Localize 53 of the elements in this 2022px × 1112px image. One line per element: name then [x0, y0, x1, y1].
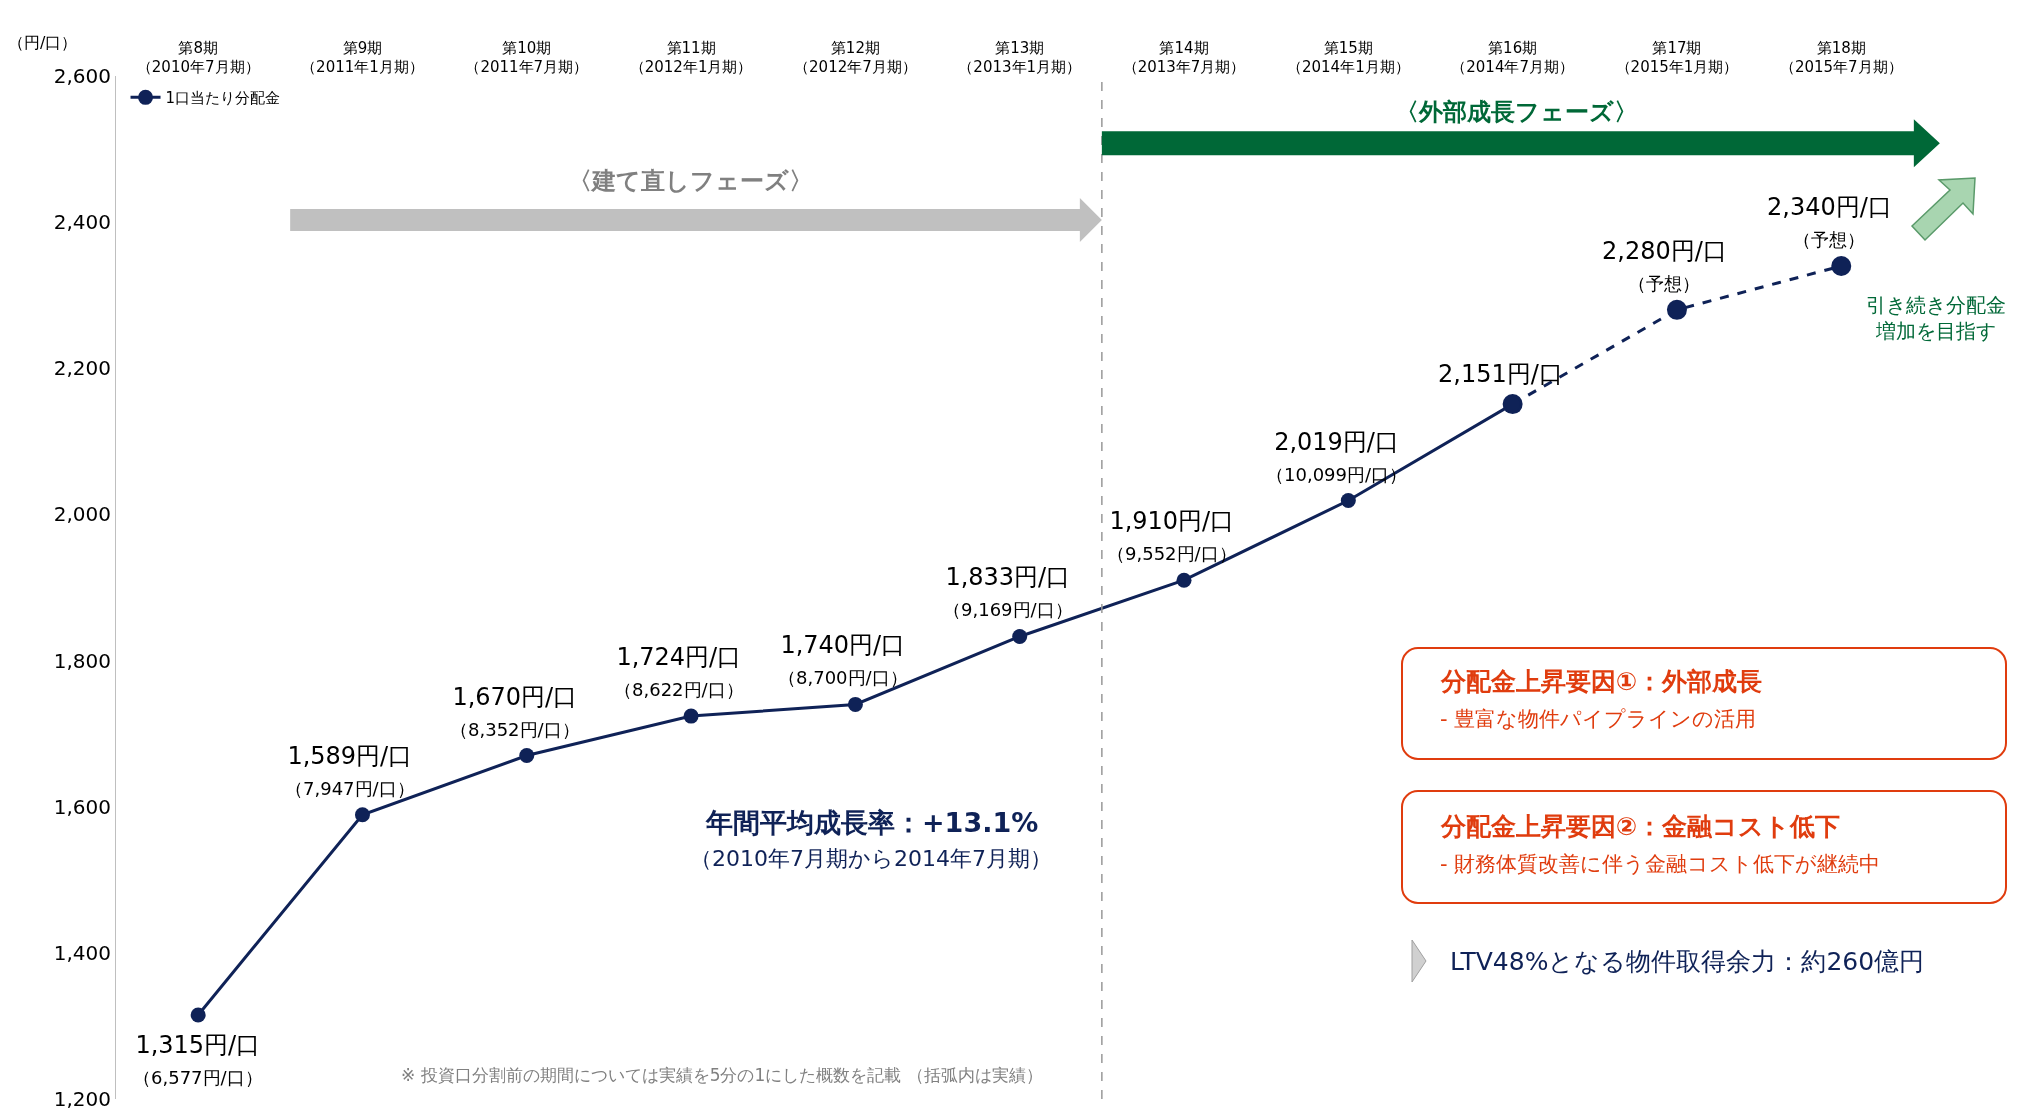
data-label: 1,740円/口（8,700円/口）: [778, 631, 908, 689]
data-label: 1,910円/口（9,552円/口）: [1107, 507, 1237, 565]
y-tick-label: 1,600: [53, 794, 111, 819]
point: [683, 708, 699, 724]
x-tick-label: 第16期（2014年7月期）: [1451, 38, 1574, 76]
point: [1340, 493, 1356, 509]
annotation: 分配金上昇要因①：外部成長: [1440, 667, 1763, 696]
data-label: 1,670円/口（8,352円/口）: [450, 683, 580, 741]
x-tick-label: 第11期（2012年1月期）: [629, 38, 753, 76]
x-tick-label: 第9期（2011年1月期）: [301, 38, 424, 76]
point: [1666, 299, 1687, 320]
x-tick-label: 第14期（2013年7月期）: [1122, 38, 1246, 76]
y-tick-label: 1,200: [53, 1087, 111, 1111]
data-label: 2,151円/口: [1438, 360, 1563, 388]
y-tick-label: 2,400: [53, 210, 111, 235]
data-label: 1,315円/口（6,577円/口）: [133, 1031, 263, 1089]
x-tick-label: 第15期（2014年1月期）: [1286, 38, 1410, 76]
data-label: 2,280円/口（予想）: [1602, 237, 1727, 295]
annotation: - 豊富な物件パイプラインの活用: [1440, 707, 1757, 731]
legend-label: 1口当たり分配金: [165, 89, 281, 108]
annotation: 〈建て直しフェーズ〉: [568, 167, 813, 195]
data-label: 2,019円/口（10,099円/口）: [1266, 428, 1408, 486]
x-tick-label: 第12期（2012年7月期）: [794, 38, 917, 76]
x-tick-label: 第13期（2013年1月期）: [958, 38, 1082, 76]
point: [519, 748, 535, 764]
data-label: 1,724円/口（8,622円/口）: [614, 643, 744, 701]
y-tick-label: 2,600: [53, 64, 111, 88]
point: [354, 807, 370, 823]
data-label: 1,589円/口（7,947円/口）: [285, 742, 415, 800]
y-axis-title: （円/口）: [8, 33, 78, 52]
annotation: 〈外部成長フェーズ〉: [1395, 98, 1638, 126]
annotation: - 財務体質改善に伴う金融コスト低下が継続中: [1440, 852, 1881, 876]
data-label: 1,833円/口（9,169円/口）: [943, 563, 1073, 621]
annotation: 引き続き分配金増加を目指す: [1866, 293, 2006, 343]
point: [190, 1007, 206, 1023]
annotation: 分配金上昇要因②：金融コスト低下: [1440, 812, 1841, 841]
annotation: ※ 投資口分割前の期間については実績を5分の1にした概数を記載 （括弧内は実績）: [401, 1065, 1043, 1085]
data-label: 2,340円/口（予想）: [1767, 193, 1892, 251]
point: [1012, 628, 1028, 644]
point: [1831, 255, 1852, 276]
x-tick-label: 第10期（2011年7月期）: [465, 38, 589, 76]
x-tick-label: 第8期（2010年7月期）: [136, 38, 260, 76]
point: [847, 696, 863, 712]
y-tick-label: 2,200: [53, 356, 111, 381]
annotation: （2010年7月期から2014年7月期）: [690, 846, 1052, 871]
y-tick-label: 1,800: [53, 648, 111, 673]
y-tick-label: 2,000: [53, 502, 111, 527]
x-tick-label: 第17期（2015年1月期）: [1615, 38, 1739, 76]
point: [1176, 572, 1192, 588]
annotation: 年間平均成長率：+13.1%: [705, 807, 1039, 838]
y-tick-label: 1,400: [53, 940, 111, 965]
annotation: LTV48%となる物件取得余力：約260億円: [1450, 947, 1925, 976]
x-tick-label: 第18期（2015年7月期）: [1779, 38, 1903, 76]
